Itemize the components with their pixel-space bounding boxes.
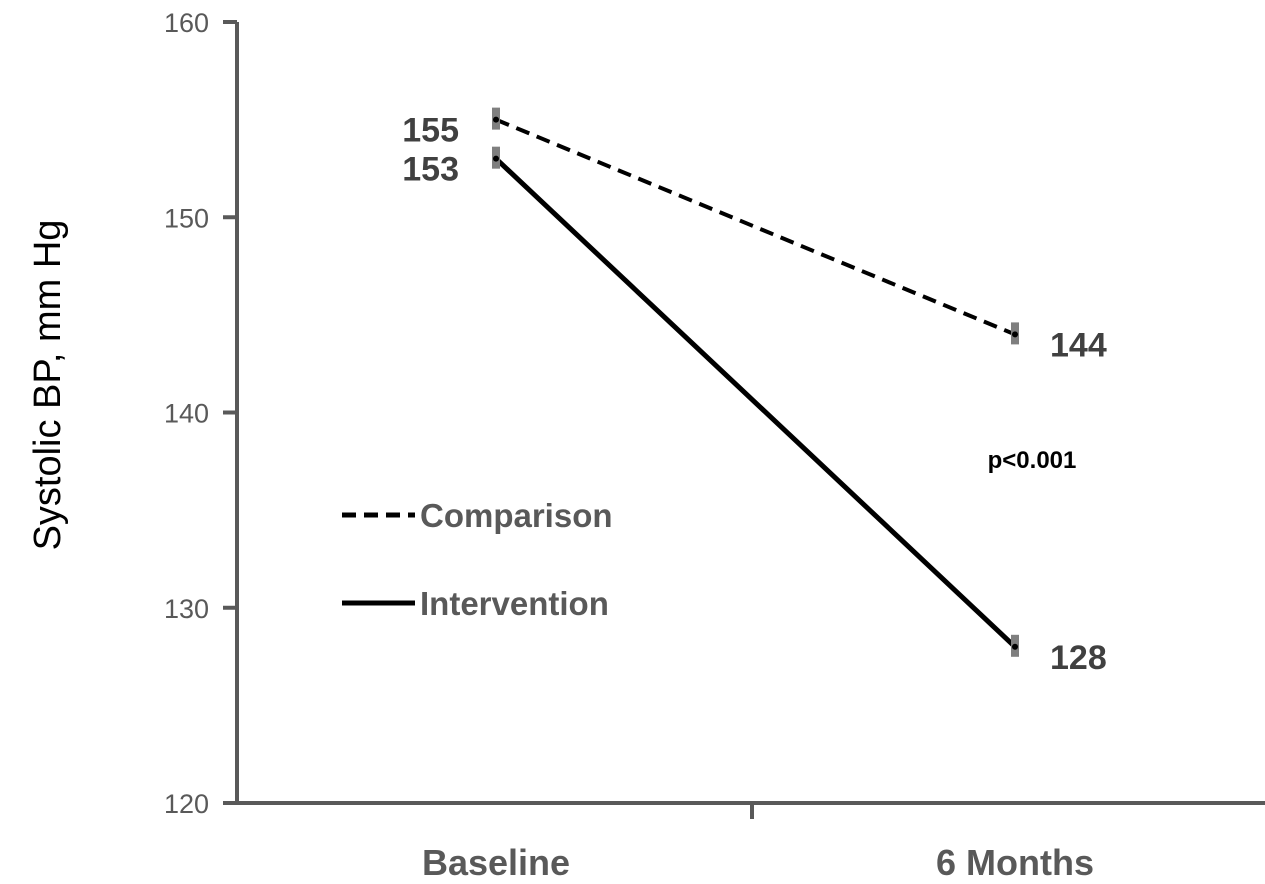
data-label: 128	[1050, 639, 1107, 677]
x-category-label: 6 Months	[936, 842, 1094, 883]
y-tick-label: 130	[164, 594, 209, 624]
legend-label: Comparison	[420, 497, 613, 534]
data-point	[1012, 331, 1018, 338]
data-label: 144	[1050, 326, 1107, 364]
data-point	[1012, 643, 1018, 650]
y-axis-label: Systolic BP, mm Hg	[27, 220, 69, 551]
series-line-intervention	[494, 156, 1017, 649]
legend-label: Intervention	[420, 585, 609, 622]
data-point	[493, 155, 499, 162]
axes	[235, 22, 1265, 819]
legend: Comparison Intervention	[342, 497, 613, 622]
series-lines	[492, 107, 1019, 657]
p-value-annotation: p<0.001	[988, 447, 1077, 474]
data-label: 155	[402, 112, 459, 150]
x-categories: Baseline 6 Months	[422, 842, 1094, 883]
x-category-label: Baseline	[422, 842, 570, 883]
data-point	[493, 116, 499, 123]
data-labels: 155 144 153 128	[402, 112, 1107, 677]
data-label: 153	[402, 151, 459, 189]
series-line-comparison	[495, 117, 1016, 337]
y-tick-label: 150	[164, 203, 209, 233]
y-tick-label: 140	[164, 399, 209, 429]
y-ticks: 120 130 140 150 160	[164, 8, 237, 819]
y-tick-label: 160	[164, 8, 209, 38]
y-tick-label: 120	[164, 789, 209, 819]
